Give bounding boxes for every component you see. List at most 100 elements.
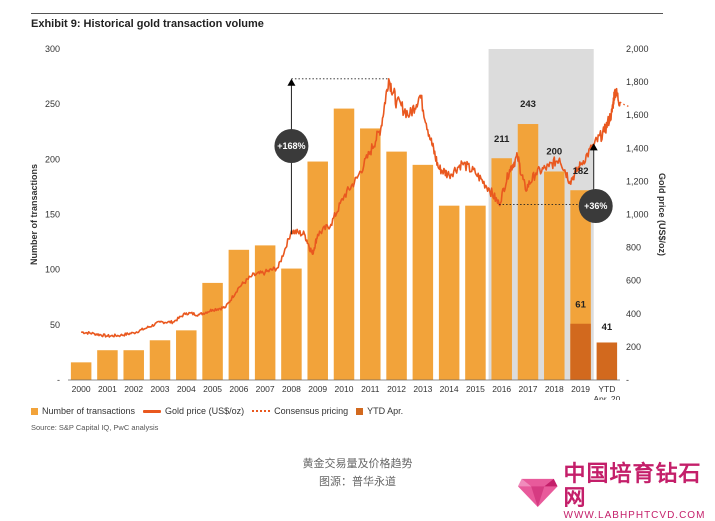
bar-transactions-2008 (281, 268, 302, 380)
chart-svg: - 50 100 150 200 250 300 - 200 400 600 800 1,000 1,20… (29, 44, 667, 400)
legend-label-gold: Gold price (US$/oz) (165, 406, 245, 416)
yright-tick-label: 600 (626, 276, 641, 286)
legend-swatch-ytd (356, 407, 364, 415)
bar-transactions-2001 (97, 350, 118, 380)
x-tick-label: 2007 (256, 384, 275, 394)
bar-transactions-2004 (176, 330, 197, 380)
x-tick-label: 2006 (229, 384, 248, 394)
x-tick-label: 2015 (466, 384, 485, 394)
title-rule (31, 13, 663, 14)
legend-item-gold: Gold price (US$/oz) (143, 406, 244, 416)
watermark-url: WWW.LABHPHTCVD.COM (563, 510, 706, 521)
yleft-tick-label: 150 (45, 210, 60, 220)
watermark-name: 中国培育钻石网 (563, 461, 702, 510)
legend-swatch-bars (31, 407, 38, 415)
bar-transactions-2011 (360, 128, 381, 380)
bar-transactions-2010 (333, 108, 355, 380)
x-tick-label: 2001 (98, 384, 117, 394)
x-tick-label: 2008 (282, 384, 301, 394)
yright-tick-label: 1,600 (626, 110, 649, 120)
x-tick-label: 2018 (545, 384, 564, 394)
x-tick-label: 2011 (361, 384, 380, 394)
x-tick-label: 2012 (387, 384, 406, 394)
annotation-arrowhead-36 (589, 143, 598, 151)
bar-transactions-2013 (412, 164, 434, 380)
x-tick-label: YTD (598, 384, 615, 394)
yright-tick-label: 200 (626, 342, 641, 352)
consensus-pricing-line (619, 101, 631, 108)
data-label: 211 (494, 134, 510, 145)
bar-transactions-2002 (123, 350, 144, 380)
annotation-text-168: +168% (277, 141, 305, 151)
yleft-tick-label: 300 (45, 44, 60, 54)
x-tick-label: 2010 (335, 384, 354, 394)
yleft-tick-label: - (57, 375, 60, 385)
x-tick-label: 2005 (203, 384, 222, 394)
bar-transactions-2003 (149, 340, 171, 380)
bar-transactions-2007 (254, 245, 276, 380)
bar-ytd-2019 (570, 323, 591, 380)
bar-transactions-2014 (438, 205, 460, 380)
watermark: 中国培育钻石网 WWW.LABHPHTCVD.COM (518, 462, 715, 521)
caption-source: 图源：普华永道 (319, 476, 396, 488)
legend-item-ytd: YTD Apr. (356, 406, 403, 416)
data-label: 182 (573, 166, 589, 177)
bar-transactions-2005 (202, 282, 223, 380)
legend-swatch-gold (143, 409, 162, 413)
caption-title: 黄金交易量及价格趋势 (302, 458, 413, 470)
data-label: 200 (546, 146, 562, 157)
x-tick-label: Apr. 20 (593, 394, 620, 400)
legend-label-consensus: Consensus pricing (274, 406, 349, 416)
bar-transactions-2018 (544, 171, 565, 380)
yright-tick-label: 1,800 (626, 77, 649, 87)
x-tick-label: 2004 (177, 384, 196, 394)
data-label: 61 (575, 300, 586, 311)
yleft-axis-label: Number of transactions (29, 164, 39, 265)
x-tick-label: 2019 (571, 384, 590, 394)
data-label: 41 (602, 322, 613, 333)
legend-label-bars: Number of transactions (42, 406, 136, 416)
bar-transactions-2015 (465, 205, 486, 380)
source-note: Source: S&P Capital IQ, PwC analysis (31, 423, 159, 432)
yleft-tick-label: 100 (45, 265, 60, 275)
yright-tick-label: 1,400 (626, 143, 649, 153)
x-tick-label: 2000 (72, 384, 91, 394)
annotation-text-36: +36% (584, 201, 607, 211)
bar-transactions-2000 (70, 362, 92, 380)
x-tick-label: 2014 (440, 384, 459, 394)
bar-transactions-2012 (386, 151, 407, 380)
legend-item-bars: Number of transactions (31, 406, 135, 416)
bar-transactions-2006 (228, 249, 250, 380)
x-tick-label: 2009 (308, 384, 327, 394)
legend: Number of transactions Gold price (US$/o… (31, 406, 411, 416)
yright-axis-label: Gold price (US$/oz) (657, 173, 667, 256)
x-tick-label: 2003 (151, 384, 170, 394)
bar-transactions-2017 (517, 124, 539, 380)
bar-transactions-2016 (491, 158, 512, 380)
x-tick-label: 2017 (519, 384, 538, 394)
yleft-tick-label: 250 (45, 99, 60, 109)
x-tick-label: 2013 (413, 384, 432, 394)
annotation-badge-36 (578, 189, 613, 223)
legend-label-ytd: YTD Apr. (367, 406, 404, 416)
yright-tick-label: 1,200 (626, 176, 649, 186)
yleft-tick-label: 200 (45, 154, 60, 164)
x-tick-label: 2002 (124, 384, 143, 394)
bar-ytd-YTDApr20 (596, 342, 618, 380)
yright-tick-label: 400 (626, 309, 641, 319)
annotation-badge-168 (274, 129, 309, 163)
yright-tick-label: - (626, 375, 629, 385)
yright-tick-label: 800 (626, 243, 641, 253)
chart-title: Exhibit 9: Historical gold transaction v… (31, 18, 264, 30)
legend-swatch-consensus (252, 410, 271, 412)
gold-price-line (80, 78, 621, 338)
data-label: 243 (520, 99, 536, 110)
yleft-tick-label: 50 (50, 320, 60, 330)
annotation-arrowhead-168 (287, 78, 296, 86)
yright-tick-label: 2,000 (626, 44, 649, 54)
x-tick-label: 2016 (492, 384, 511, 394)
yright-tick-label: 1,000 (626, 210, 649, 220)
diamond-logo-icon (518, 478, 558, 507)
legend-item-consensus: Consensus pricing (252, 406, 348, 416)
bar-transactions-2009 (307, 161, 328, 380)
